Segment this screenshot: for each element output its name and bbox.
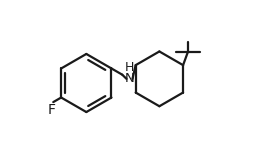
Text: H: H: [125, 61, 134, 74]
Text: N: N: [125, 72, 134, 85]
Text: F: F: [48, 103, 56, 117]
